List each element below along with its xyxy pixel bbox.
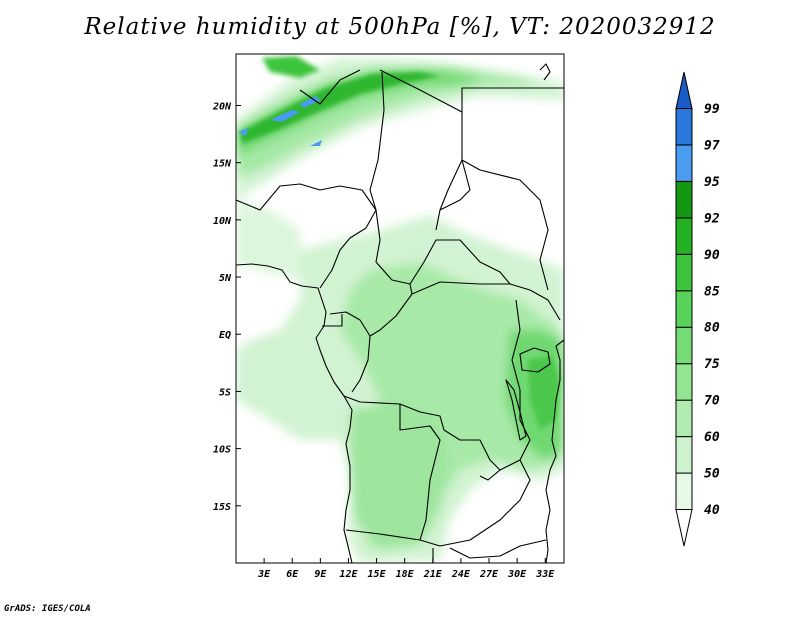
colorbar-label: 99 (704, 102, 720, 117)
lon-tick-label: 3E (257, 569, 271, 580)
lon-tick-label: 21E (423, 569, 443, 580)
lat-tick-label: 20N (212, 101, 232, 112)
lat-tick-label: 5N (219, 273, 232, 284)
colorbar-bin (675, 144, 693, 182)
colorbar-bin (675, 217, 693, 255)
lon-tick-label: 12E (339, 569, 358, 580)
border-cameroon-congo (329, 283, 413, 337)
colorbar-bin (675, 253, 693, 292)
humidity-region-south (350, 400, 450, 550)
border-chad-sudan (435, 159, 463, 231)
colorbar-label: 60 (704, 430, 720, 445)
humidity-region-saturated (238, 96, 322, 146)
colorbar-bin (675, 436, 693, 474)
border-north-west (299, 69, 361, 105)
border-coastline-east (545, 339, 564, 563)
colorbar: 40 50 60 70 75 80 85 90 92 95 97 99 (675, 71, 720, 547)
lon-axis: 3E 6E 9E 12E 15E 18E 21E 24E 27E 30E 33E (257, 558, 555, 580)
border-zambia (439, 459, 531, 547)
border-nigeria (236, 183, 377, 289)
border-car (375, 209, 511, 285)
colorbar-bin (675, 71, 693, 109)
humidity-region-west (236, 200, 300, 280)
colorbar-bin (675, 399, 693, 438)
border-drc-north (411, 281, 561, 321)
humidity-region-band-peak (240, 72, 440, 144)
humidity-spot-3 (238, 128, 248, 136)
border-nile-region (439, 159, 471, 211)
colorbar-label: 50 (704, 467, 720, 482)
border-gabon (322, 314, 343, 327)
border-sinai (539, 63, 551, 81)
humidity-spot-1 (270, 110, 300, 122)
lat-tick-label: 10N (213, 216, 232, 227)
map-panel (236, 54, 564, 563)
lon-tick-label: 27E (479, 569, 499, 580)
colorbar-label: 95 (704, 175, 720, 190)
lon-tick-label: 6E (286, 569, 299, 580)
lat-tick-label: 10S (213, 445, 231, 456)
colorbar-bin (675, 326, 693, 365)
map-frame (235, 53, 565, 564)
colorbar-label: 80 (704, 321, 720, 336)
colorbar-label: 90 (704, 248, 720, 263)
border-lake-victoria (519, 347, 551, 373)
humidity-region-east-peak (528, 356, 560, 430)
colorbar-label: 75 (704, 357, 720, 372)
colorbar-bin (675, 290, 693, 328)
humidity-spot-4 (310, 140, 322, 146)
colorbar-label: 97 (704, 138, 720, 153)
colorbar-bin (675, 107, 693, 146)
humidity-region-north-peak (262, 56, 320, 78)
colorbar-bin (675, 180, 693, 219)
lat-tick-label: 15N (213, 159, 232, 170)
lon-tick-label: 30E (507, 569, 527, 580)
colorbar-label: 92 (704, 211, 720, 226)
colorbar-label: 40 (704, 503, 720, 518)
lat-tick-label: EQ (219, 330, 231, 341)
lat-tick-label: 5S (219, 387, 231, 398)
colorbar-label: 70 (704, 394, 720, 409)
border-drc-south (343, 395, 501, 471)
border-coastline-west (236, 263, 353, 563)
lon-tick-label: 15E (368, 569, 387, 580)
country-borders (236, 63, 564, 563)
lon-tick-label: 9E (314, 569, 327, 580)
border-egypt (461, 87, 564, 112)
lat-axis: 20N 15N 10N 5N EQ 5S 10S 15S (212, 101, 241, 513)
colorbar-bin (675, 509, 693, 547)
border-congo-inner (351, 335, 371, 393)
map-title: Relative humidity at 500hPa [%], VT: 202… (84, 14, 716, 40)
border-libya-chad (379, 69, 463, 160)
humidity-spot-2 (300, 96, 320, 108)
border-lake-tanganyika (505, 379, 527, 441)
border-angola (399, 404, 441, 547)
lon-tick-label: 18E (396, 569, 415, 580)
colorbar-bin (675, 363, 693, 401)
lon-tick-label: 33E (535, 569, 555, 580)
border-sudan-east (461, 159, 549, 291)
border-niger-chad (369, 71, 385, 211)
grads-credit: GrADS: IGES/COLA (4, 604, 91, 614)
colorbar-label: 85 (704, 284, 720, 299)
lon-tick-label: 24E (451, 569, 471, 580)
colorbar-bin (675, 472, 693, 511)
lat-tick-label: 15S (213, 502, 231, 513)
